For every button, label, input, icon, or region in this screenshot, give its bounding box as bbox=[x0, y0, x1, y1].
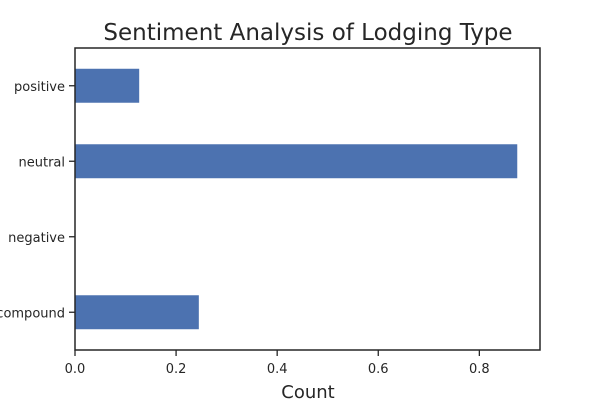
x-tick-label: 0.4 bbox=[267, 362, 288, 377]
x-tick-label: 0.8 bbox=[469, 362, 490, 377]
y-tick-label: negative bbox=[8, 231, 65, 246]
x-tick-label: 0.2 bbox=[166, 362, 187, 377]
chart-title: Sentiment Analysis of Lodging Type bbox=[103, 20, 512, 46]
y-axis-ticks: compound negative neutral positive bbox=[0, 80, 75, 321]
y-tick-label: compound bbox=[0, 306, 65, 321]
plot-frame bbox=[74, 47, 541, 351]
y-tick-label: neutral bbox=[19, 155, 66, 170]
x-tick-label: 0.6 bbox=[368, 362, 389, 377]
x-axis-ticks: 0.0 0.2 0.4 0.6 0.8 bbox=[65, 350, 490, 377]
bar-compound bbox=[75, 295, 199, 330]
bars-group bbox=[75, 68, 518, 330]
y-tick-label: positive bbox=[14, 80, 65, 95]
bar-neutral bbox=[75, 144, 518, 179]
bar-positive bbox=[75, 68, 140, 103]
x-tick-label: 0.0 bbox=[65, 362, 86, 377]
x-axis-label: Count bbox=[281, 382, 334, 400]
